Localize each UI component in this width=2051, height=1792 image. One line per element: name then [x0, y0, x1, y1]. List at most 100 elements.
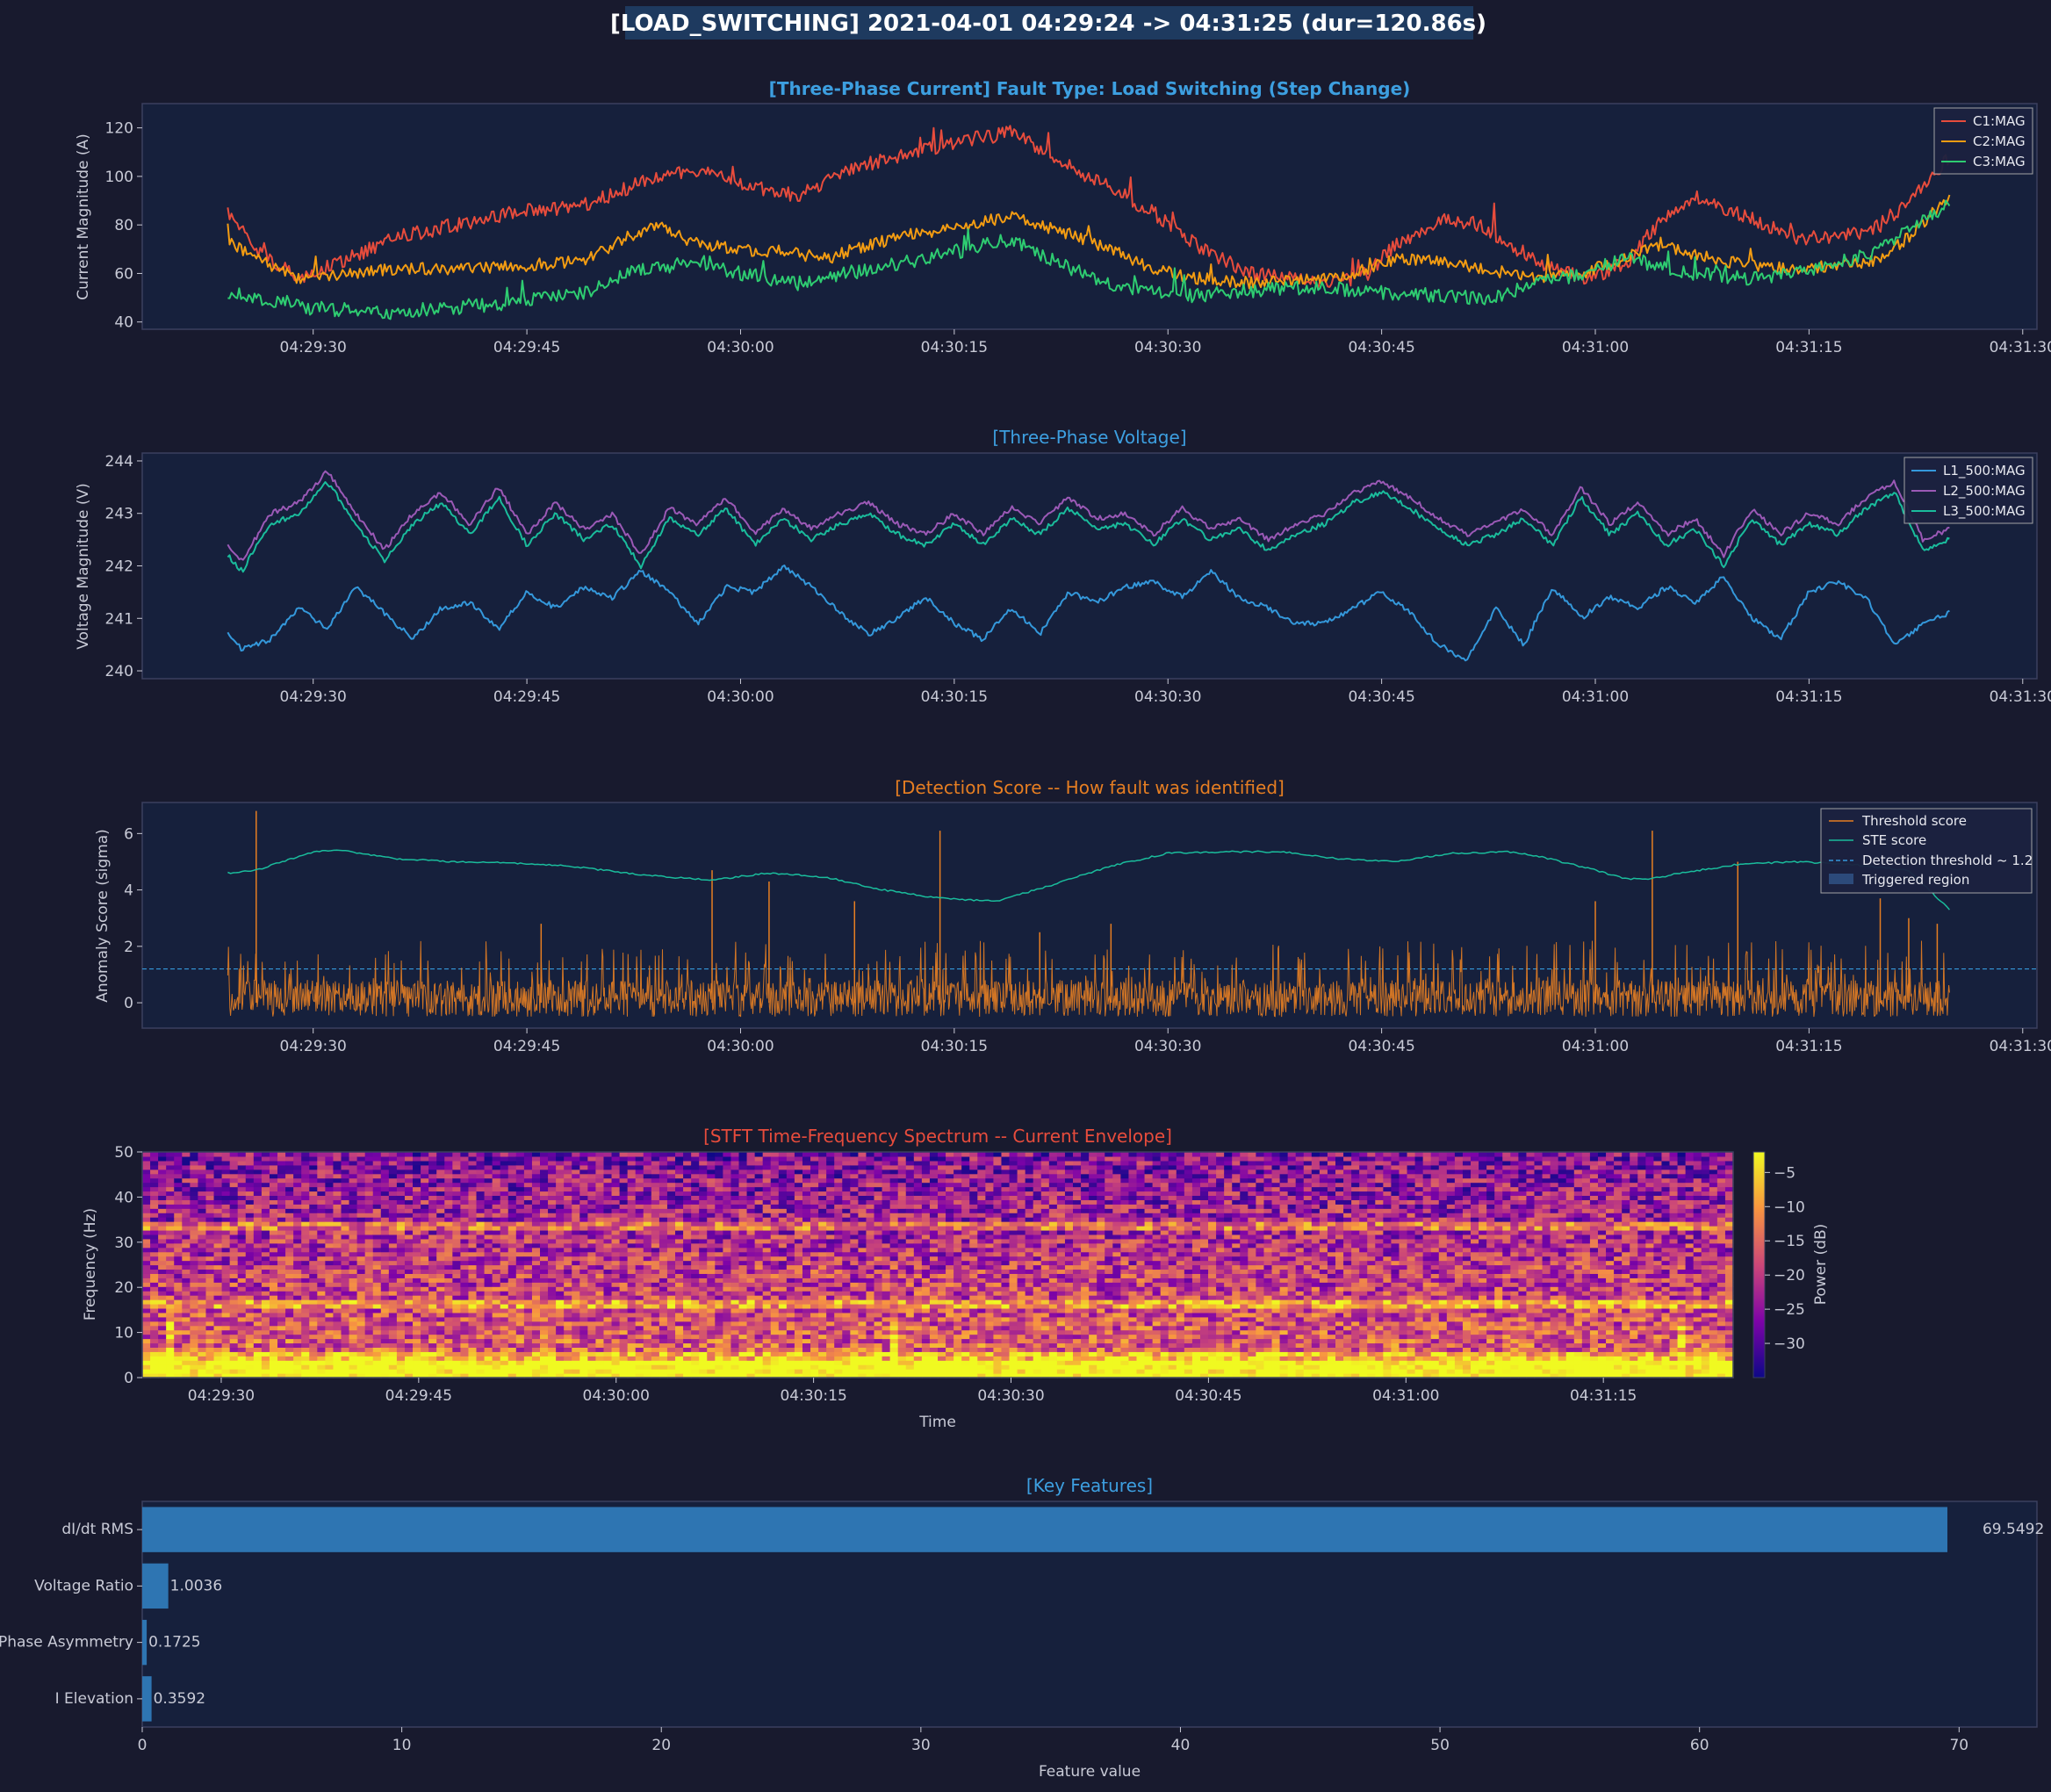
heatmap-cell — [691, 1291, 700, 1296]
heatmap-cell — [182, 1273, 191, 1278]
heatmap-cell — [786, 1369, 795, 1374]
heatmap-cell — [285, 1277, 294, 1283]
heatmap-cell — [221, 1217, 231, 1222]
heatmap-cell — [548, 1312, 557, 1318]
heatmap-cell — [651, 1229, 660, 1235]
heatmap-cell — [818, 1204, 827, 1209]
heatmap-cell — [548, 1260, 557, 1266]
heatmap-cell — [237, 1273, 247, 1278]
heatmap-cell — [380, 1334, 390, 1340]
heatmap-cell — [460, 1303, 470, 1309]
heatmap-cell — [166, 1373, 175, 1378]
heatmap-cell — [794, 1299, 803, 1305]
heatmap-cell — [786, 1295, 795, 1300]
heatmap-cell — [834, 1264, 843, 1270]
y-tick-label: 2 — [124, 939, 133, 956]
heatmap-cell — [850, 1251, 859, 1257]
heatmap-cell — [611, 1291, 621, 1296]
heatmap-cell — [515, 1221, 525, 1227]
heatmap-cell — [866, 1221, 875, 1227]
heatmap-cell — [285, 1247, 294, 1253]
heatmap-cell — [166, 1234, 175, 1240]
heatmap-cell — [396, 1338, 406, 1344]
heatmap-cell — [388, 1191, 398, 1197]
heatmap-cell — [221, 1316, 231, 1322]
heatmap-cell — [874, 1299, 883, 1305]
heatmap-cell — [572, 1247, 580, 1253]
heatmap-cell — [421, 1351, 429, 1357]
heatmap-cell — [388, 1373, 398, 1378]
heatmap-cell — [484, 1204, 493, 1209]
heatmap-cell — [166, 1347, 175, 1352]
heatmap-cell — [699, 1282, 708, 1287]
heatmap-cell — [730, 1291, 740, 1296]
heatmap-cell — [388, 1342, 398, 1348]
heatmap-cell — [715, 1351, 723, 1357]
heatmap-cell — [468, 1226, 478, 1231]
heatmap-cell — [301, 1360, 310, 1365]
heatmap-cell — [317, 1204, 326, 1209]
heatmap-cell — [619, 1364, 629, 1370]
heatmap-cell — [293, 1199, 302, 1205]
heatmap-cell — [786, 1342, 795, 1348]
heatmap-cell — [587, 1356, 597, 1361]
heatmap-cell — [834, 1182, 843, 1188]
heatmap-cell — [261, 1182, 270, 1188]
heatmap-cell — [301, 1256, 310, 1262]
heatmap-cell — [484, 1364, 493, 1370]
heatmap-cell — [746, 1152, 756, 1157]
heatmap-cell — [683, 1160, 692, 1166]
heatmap-cell — [723, 1329, 732, 1335]
heatmap-cell — [715, 1251, 723, 1257]
heatmap-cell — [556, 1351, 565, 1357]
heatmap-cell — [595, 1303, 605, 1309]
heatmap-cell — [341, 1369, 350, 1374]
heatmap-cell — [548, 1234, 557, 1240]
heatmap-cell — [770, 1199, 780, 1205]
heatmap-cell — [691, 1204, 700, 1209]
heatmap-cell — [556, 1173, 565, 1179]
heatmap-cell — [548, 1338, 557, 1344]
heatmap-cell — [190, 1295, 199, 1300]
heatmap-cell — [826, 1186, 835, 1192]
heatmap-cell — [349, 1360, 358, 1365]
heatmap-cell — [730, 1264, 740, 1270]
heatmap-cell — [635, 1269, 644, 1274]
heatmap-cell — [245, 1338, 255, 1344]
heatmap-cell — [468, 1316, 478, 1322]
heatmap-cell — [182, 1204, 191, 1209]
heatmap-cell — [444, 1356, 453, 1361]
heatmap-cell — [603, 1256, 613, 1262]
heatmap-cell — [699, 1208, 708, 1213]
heatmap-cell — [309, 1299, 318, 1305]
heatmap-cell — [762, 1307, 772, 1313]
heatmap-cell — [285, 1360, 294, 1365]
heatmap-cell — [436, 1342, 445, 1348]
heatmap-cell — [666, 1204, 676, 1209]
heatmap-cell — [261, 1247, 270, 1253]
heatmap-cell — [293, 1177, 302, 1184]
heatmap-cell — [261, 1277, 270, 1283]
heatmap-cell — [754, 1169, 764, 1175]
heatmap-cell — [237, 1177, 247, 1184]
heatmap-cell — [364, 1195, 374, 1200]
heatmap-cell — [540, 1291, 549, 1296]
heatmap-cell — [778, 1312, 788, 1318]
heatmap-cell — [142, 1269, 151, 1274]
heatmap-cell — [556, 1264, 565, 1270]
heatmap-cell — [253, 1208, 263, 1213]
heatmap-cell — [380, 1191, 390, 1197]
heatmap-cell — [778, 1251, 788, 1257]
heatmap-cell — [810, 1273, 819, 1278]
heatmap-cell — [261, 1356, 270, 1361]
heatmap-cell — [166, 1260, 175, 1266]
heatmap-cell — [213, 1291, 223, 1296]
heatmap-cell — [572, 1186, 580, 1192]
heatmap-cell — [301, 1329, 310, 1335]
heatmap-cell — [818, 1195, 827, 1200]
heatmap-cell — [858, 1329, 867, 1335]
heatmap-cell — [158, 1373, 167, 1378]
heatmap-cell — [658, 1182, 668, 1188]
heatmap-cell — [325, 1195, 335, 1200]
heatmap-cell — [428, 1329, 437, 1335]
